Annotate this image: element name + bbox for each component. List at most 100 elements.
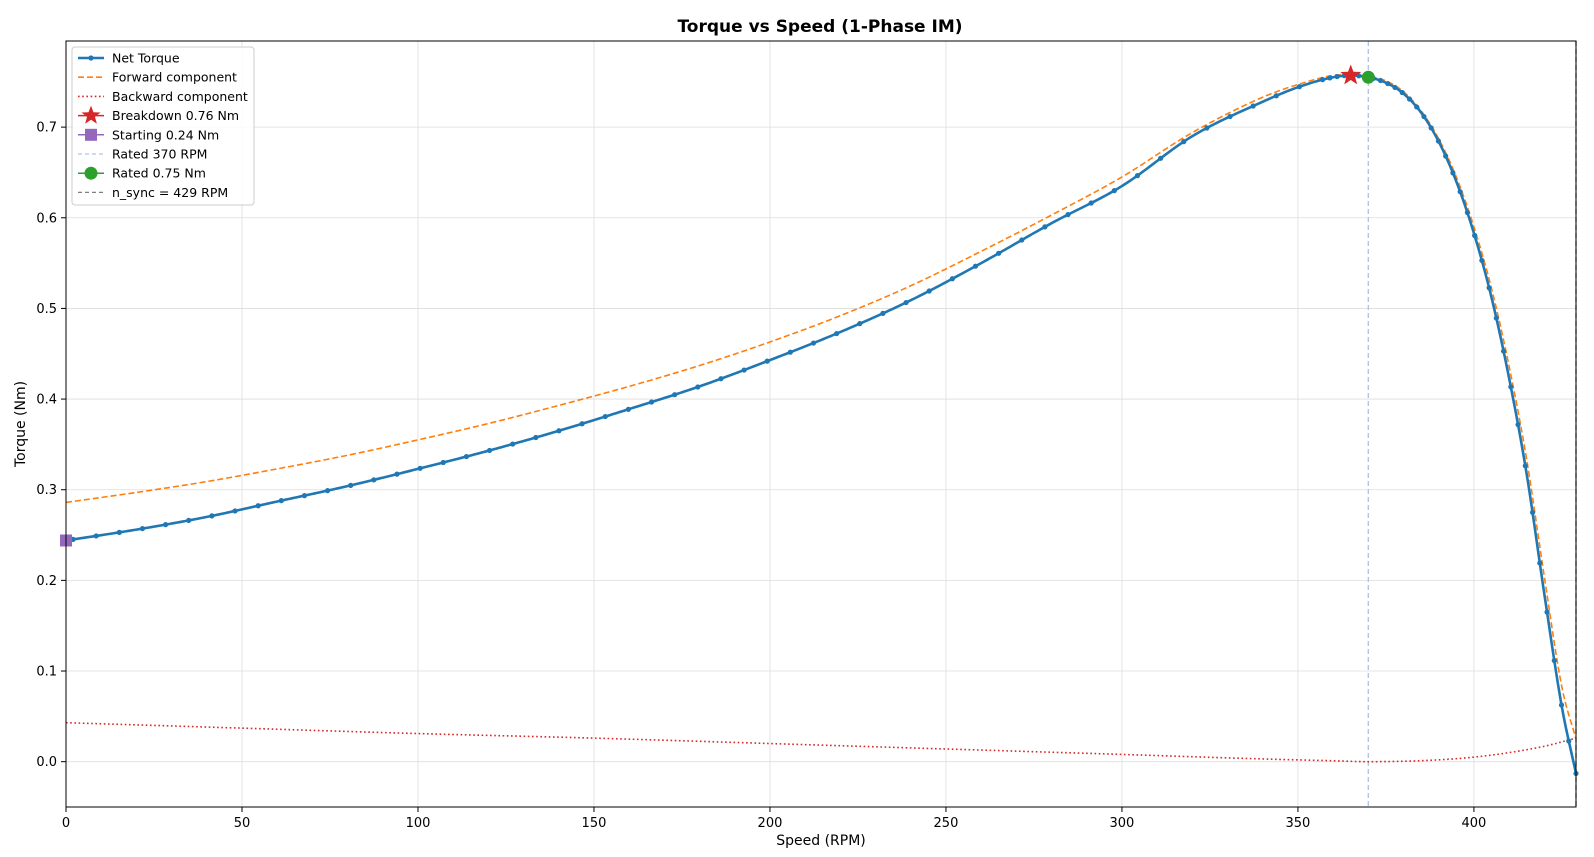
- net-torque-point: [486, 447, 493, 454]
- net-torque-point: [1435, 138, 1442, 144]
- series-group: [65, 72, 1579, 777]
- legend-label-backward-component: Backward component: [112, 89, 248, 104]
- net-torque-point: [533, 434, 539, 441]
- rated-torque-marker: [1361, 70, 1375, 84]
- net-torque-point: [972, 263, 979, 269]
- net-torque-point: [996, 250, 1002, 256]
- net-torque-point: [741, 367, 747, 373]
- legend-label-forward-component: Forward component: [112, 70, 237, 85]
- net-torque-point: [1111, 188, 1117, 194]
- net-torque-point: [232, 508, 238, 514]
- x-tick-label: 0: [62, 816, 70, 831]
- net-torque-point: [1500, 348, 1507, 354]
- net-torque-point: [949, 276, 955, 282]
- net-torque-point: [1558, 702, 1565, 708]
- net-torque-point: [1566, 738, 1572, 744]
- net-torque-line: [65, 74, 1578, 774]
- legend-box: [71, 46, 255, 206]
- net-torque-point: [1472, 232, 1478, 239]
- backward-component-line: [65, 721, 1577, 763]
- net-torque-point: [1204, 125, 1210, 131]
- net-torque-point: [625, 406, 631, 412]
- net-torque-point: [764, 358, 770, 364]
- y-tick-label: 0.5: [36, 302, 57, 317]
- breakdown-torque-marker: [1340, 64, 1362, 85]
- legend-label-breakdown-0-76-nm: Breakdown 0.76 Nm: [112, 108, 239, 123]
- net-torque-point: [880, 310, 886, 316]
- x-tick-label: 50: [234, 816, 251, 831]
- net-torque-point: [1421, 113, 1427, 120]
- y-tick-label: 0.6: [36, 211, 57, 226]
- net-torque-point: [1544, 609, 1550, 615]
- net-torque-point: [255, 503, 261, 509]
- x-tick-label: 250: [934, 816, 959, 831]
- y-tick-label: 0.7: [36, 121, 57, 136]
- net-torque-point: [1493, 315, 1499, 321]
- net-torque-point: [394, 471, 400, 477]
- net-torque-point: [579, 421, 585, 427]
- net-torque-point: [834, 330, 840, 337]
- grid: [65, 41, 1576, 807]
- axis-ticks: 0 50 100 150 200 250 300 350 400 0.0 0.1 0.2 0.3 0.4 0…: [36, 121, 1486, 831]
- net-torque-point: [1377, 77, 1384, 84]
- net-torque-point: [810, 340, 817, 346]
- net-torque-point: [301, 493, 308, 499]
- net-torque-point: [1522, 463, 1528, 469]
- legend-swatch-breakdown-0-76-nm: [81, 105, 101, 124]
- x-tick-label: 100: [406, 816, 431, 831]
- net-torque-point: [116, 529, 122, 535]
- net-torque-point: [278, 498, 284, 504]
- net-torque-point: [1508, 384, 1514, 390]
- net-torque-point: [371, 477, 377, 483]
- x-tick-label: 200: [758, 816, 783, 831]
- net-torque-point: [1088, 200, 1094, 206]
- x-axis-label: Speed (RPM): [776, 833, 866, 849]
- x-tick-label: 350: [1286, 816, 1311, 831]
- legend-label-rated-0-75-nm: Rated 0.75 Nm: [112, 166, 206, 181]
- net-torque-point: [1042, 224, 1048, 230]
- net-torque-point: [672, 392, 678, 398]
- net-torque-point: [602, 413, 608, 420]
- net-torque-point: [1227, 113, 1233, 120]
- x-tick-label: 300: [1110, 816, 1135, 831]
- net-torque-point: [1537, 560, 1543, 566]
- net-torque-point: [348, 482, 354, 488]
- point-markers: [60, 64, 1375, 547]
- net-torque-point: [1385, 80, 1391, 87]
- forward-component-line: [65, 73, 1577, 740]
- net-torque-point: [162, 522, 169, 528]
- legend-label-rated-370-rpm: Rated 370 RPM: [112, 147, 207, 162]
- chart-title: Torque vs Speed (1-Phase IM): [677, 17, 962, 37]
- x-tick-label: 400: [1462, 816, 1487, 831]
- y-axis-label: Torque (Nm): [13, 381, 29, 468]
- net-torque-point: [787, 349, 793, 355]
- net-torque-point: [1457, 189, 1463, 195]
- y-tick-label: 0.0: [36, 755, 57, 770]
- net-torque-point: [1515, 422, 1521, 428]
- net-torque-point: [1551, 657, 1557, 664]
- net-torque-point: [1296, 84, 1303, 90]
- x-tick-label: 150: [582, 816, 607, 831]
- net-torque-point: [857, 321, 863, 327]
- net-torque-point: [1443, 153, 1449, 159]
- net-torque-point: [1019, 237, 1025, 243]
- net-torque-point: [440, 459, 446, 466]
- net-torque-point: [1464, 209, 1470, 216]
- legend-swatch-rated-0-75-nm: [84, 166, 98, 180]
- net-torque-point: [186, 517, 192, 524]
- net-torque-point: [1181, 139, 1187, 145]
- net-torque-point: [1134, 173, 1141, 179]
- net-torque-point: [93, 533, 99, 539]
- y-tick-label: 0.4: [36, 393, 57, 408]
- plot-area-frame: [65, 40, 1577, 808]
- net-torque-point: [139, 525, 146, 532]
- net-torque-point: [556, 428, 562, 434]
- net-torque-point: [1157, 155, 1164, 161]
- net-torque-point: [648, 399, 655, 405]
- legend-swatch-starting-0-24-nm: [85, 128, 97, 141]
- net-torque-point: [695, 384, 701, 390]
- net-torque-point: [1392, 84, 1398, 91]
- net-torque-point: [1450, 170, 1456, 176]
- net-torque-point: [1319, 77, 1326, 83]
